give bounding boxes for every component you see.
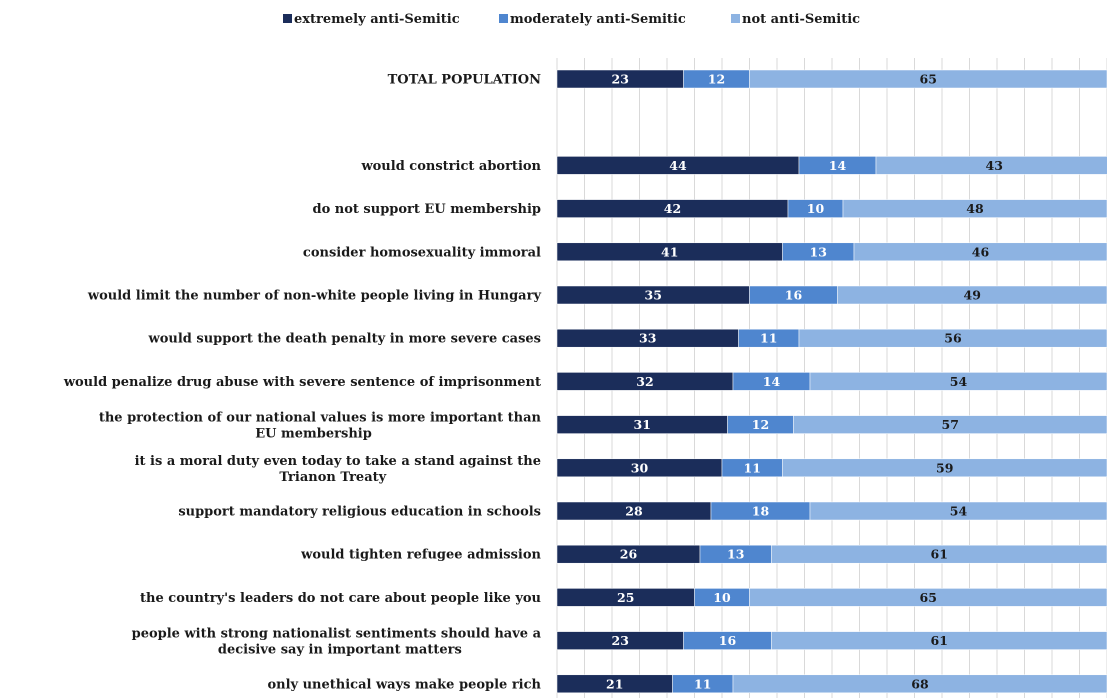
legend-swatch: [731, 14, 740, 23]
data-label: 23: [612, 72, 629, 87]
data-label: 10: [713, 590, 731, 605]
legend-swatch: [499, 14, 508, 23]
bar-segment: [809, 501, 1107, 521]
bar-segment: [875, 156, 1107, 175]
category-label: consider homosexuality immoral: [303, 245, 541, 260]
data-label: 59: [936, 460, 953, 475]
bar-segment: [749, 588, 1107, 607]
data-label: 10: [807, 201, 825, 216]
bar-segment: [749, 69, 1107, 89]
category-label: the country's leaders do not care about …: [140, 591, 541, 606]
category-label: EU membership: [255, 427, 372, 442]
data-label: 44: [669, 158, 687, 173]
data-label: 68: [911, 676, 929, 691]
data-label: 21: [606, 676, 623, 691]
category-label: do not support EU membership: [312, 202, 541, 217]
data-label: 35: [645, 288, 662, 303]
category-label: would penalize drug abuse with severe se…: [63, 375, 541, 390]
data-label: 11: [744, 460, 761, 475]
legend-swatch: [283, 14, 292, 23]
bar-segment: [798, 328, 1107, 348]
data-label: 26: [620, 547, 638, 562]
data-label: 41: [661, 244, 678, 259]
data-label: 32: [636, 374, 653, 389]
category-label: the protection of our national values is…: [99, 411, 542, 426]
data-label: 12: [752, 417, 769, 432]
bar-segment: [842, 199, 1107, 218]
data-label: 65: [920, 72, 937, 87]
category-label: only unethical ways make people rich: [267, 677, 541, 692]
legend-label: moderately anti-Semitic: [510, 12, 686, 27]
data-label: 30: [631, 460, 649, 475]
data-label: 57: [942, 417, 959, 432]
data-label: 31: [634, 417, 651, 432]
category-label: support mandatory religious education in…: [178, 505, 541, 520]
data-label: 65: [920, 590, 937, 605]
bar-segment: [771, 544, 1107, 564]
bar-segment: [853, 242, 1107, 262]
data-label: 61: [931, 633, 948, 648]
category-label: would tighten refugee admission: [300, 548, 541, 563]
data-label: 18: [752, 504, 770, 519]
data-label: 12: [708, 72, 725, 87]
data-label: 11: [760, 331, 777, 346]
data-label: 16: [785, 288, 803, 303]
data-label: 54: [950, 504, 968, 519]
data-label: 11: [694, 676, 711, 691]
data-label: 43: [986, 158, 1003, 173]
category-label: would support the death penalty in more …: [148, 332, 541, 347]
category-label: it is a moral duty even today to take a …: [135, 454, 541, 469]
bar-segment: [782, 458, 1107, 478]
category-label: would limit the number of non-white peop…: [87, 289, 542, 304]
bar-segment: [771, 631, 1107, 650]
legend-label: not anti-Semitic: [742, 12, 860, 27]
data-label: 28: [625, 504, 643, 519]
data-label: 14: [763, 374, 781, 389]
data-label: 13: [727, 547, 744, 562]
data-label: 14: [829, 158, 847, 173]
bar-segment: [732, 674, 1107, 694]
data-label: 56: [944, 331, 962, 346]
data-label: 13: [810, 244, 827, 259]
category-label: would constrict abortion: [360, 159, 541, 174]
bar-segment: [837, 285, 1107, 305]
category-label: Trianon Treaty: [279, 470, 386, 485]
bar-segment: [793, 415, 1107, 434]
data-label: 48: [966, 201, 984, 216]
legend-label: extremely anti-Semitic: [294, 12, 460, 27]
data-label: 49: [964, 288, 981, 303]
category-label: TOTAL POPULATION: [388, 73, 542, 88]
category-label: people with strong nationalist sentiment…: [132, 627, 542, 642]
data-label: 23: [612, 633, 629, 648]
data-label: 61: [931, 547, 948, 562]
data-label: 33: [639, 331, 656, 346]
data-label: 16: [719, 633, 737, 648]
bar-segment: [809, 372, 1107, 391]
data-label: 46: [972, 244, 990, 259]
data-label: 25: [617, 590, 634, 605]
category-label: decisive say in important matters: [218, 643, 462, 658]
data-label: 42: [664, 201, 681, 216]
data-label: 54: [950, 374, 968, 389]
